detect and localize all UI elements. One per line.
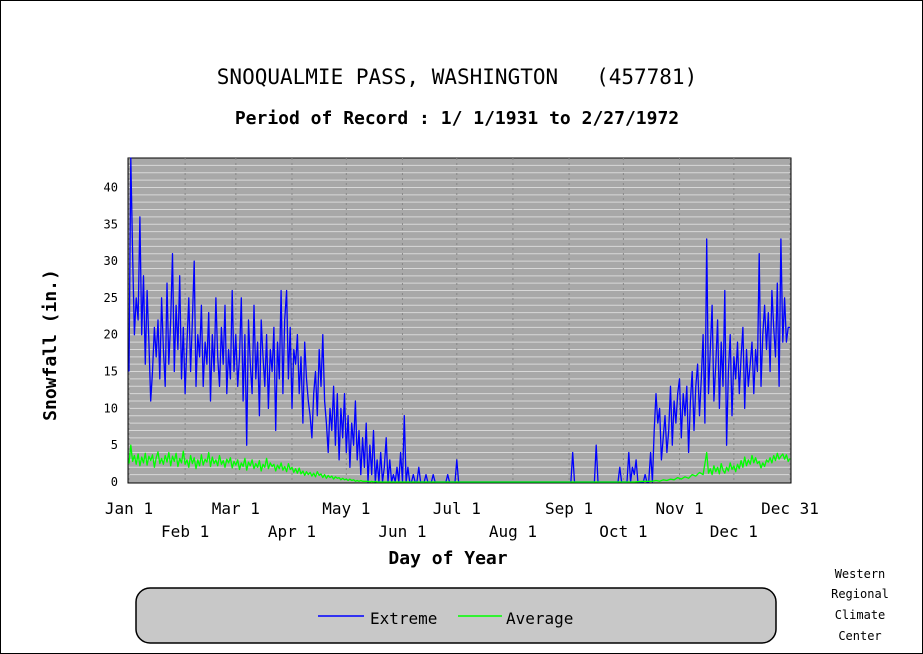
y-tick-label: 20 <box>104 328 118 342</box>
credit-line-4: Center <box>838 629 881 643</box>
chart-subtitle: Period of Record : 1/ 1/1931 to 2/27/197… <box>235 108 679 129</box>
y-tick-label: 35 <box>104 217 118 231</box>
x-tick-label: Jan 1 <box>105 499 153 518</box>
x-tick-label: Dec 1 <box>710 522 758 541</box>
x-tick-label: Jun 1 <box>378 522 426 541</box>
legend-label-extreme: Extreme <box>370 609 437 628</box>
y-axis-label: Snowfall (in.) <box>40 269 61 421</box>
x-tick-label: May 1 <box>322 499 370 518</box>
x-tick-label: Jul 1 <box>433 499 481 518</box>
credit-block: Western Regional Climate Center <box>831 567 889 643</box>
x-tick-label: Nov 1 <box>655 499 703 518</box>
series-line-average <box>128 444 791 483</box>
x-axis-label: Day of Year <box>388 548 507 569</box>
y-tick-label: 25 <box>104 291 118 305</box>
y-tick-label: 40 <box>104 180 118 194</box>
credit-line-1: Western <box>835 567 886 581</box>
series-layer <box>128 157 791 483</box>
x-tick-label: Apr 1 <box>268 522 316 541</box>
x-tick-label: Mar 1 <box>212 499 260 518</box>
chart-title: SNOQUALMIE PASS, WASHINGTON (457781) <box>217 65 697 89</box>
y-tick-label: 5 <box>111 438 118 452</box>
y-tick-label: 10 <box>104 401 118 415</box>
x-tick-label: Oct 1 <box>599 522 647 541</box>
x-tick-label: Feb 1 <box>161 522 209 541</box>
x-tick-label: Sep 1 <box>545 499 593 518</box>
x-tick-label: Dec 31 <box>761 499 819 518</box>
y-tick-label: 30 <box>104 254 118 268</box>
credit-line-2: Regional <box>831 587 889 601</box>
legend <box>135 587 777 644</box>
x-axis: Jan 1 Mar 1 May 1 Jul 1 Sep 1 Nov 1 Dec 31 Feb … <box>105 499 819 541</box>
y-tick-label: 0 <box>111 475 118 489</box>
y-axis: 0 5 10 15 20 25 30 35 40 <box>104 180 118 489</box>
credit-line-3: Climate <box>835 608 886 622</box>
y-tick-label: 15 <box>104 365 118 379</box>
x-tick-label: Aug 1 <box>489 522 537 541</box>
legend-label-average: Average <box>506 609 573 628</box>
